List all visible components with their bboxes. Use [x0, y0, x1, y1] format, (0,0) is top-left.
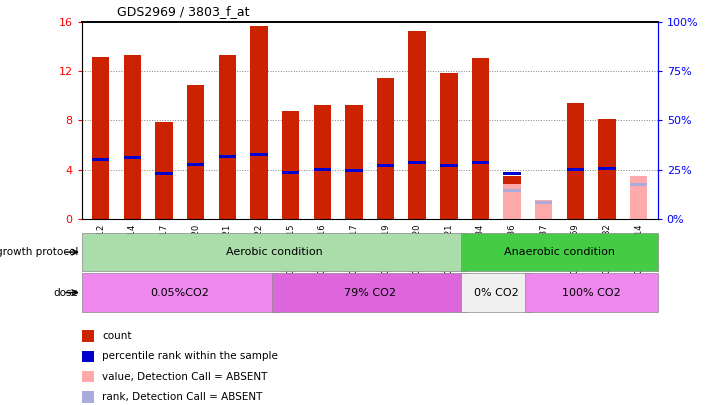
Bar	[82, 371, 95, 382]
Bar	[503, 189, 521, 192]
Text: Aerobic condition: Aerobic condition	[226, 247, 324, 257]
Bar	[503, 184, 521, 219]
Bar	[567, 168, 584, 171]
Bar	[503, 172, 521, 175]
Bar	[124, 156, 141, 159]
Bar	[461, 273, 531, 312]
Bar	[440, 164, 458, 167]
Text: rank, Detection Call = ABSENT: rank, Detection Call = ABSENT	[102, 392, 262, 402]
Bar	[250, 153, 267, 156]
Bar	[82, 391, 95, 403]
Bar	[599, 119, 616, 219]
Bar	[124, 55, 141, 219]
Bar	[250, 26, 267, 219]
Bar	[82, 330, 95, 342]
Bar	[346, 104, 363, 219]
Bar	[377, 77, 394, 219]
Bar	[82, 273, 278, 312]
Text: 79% CO2: 79% CO2	[343, 288, 396, 298]
Bar	[503, 176, 521, 219]
Text: 100% CO2: 100% CO2	[562, 288, 621, 298]
Bar	[525, 273, 658, 312]
Bar	[567, 103, 584, 219]
Text: 0.05%CO2: 0.05%CO2	[151, 288, 209, 298]
Bar	[187, 163, 204, 166]
Text: GDS2969 / 3803_f_at: GDS2969 / 3803_f_at	[117, 5, 250, 18]
Bar	[155, 122, 173, 219]
Bar	[630, 176, 648, 219]
Text: value, Detection Call = ABSENT: value, Detection Call = ABSENT	[102, 372, 267, 382]
Bar	[409, 161, 426, 164]
Bar	[314, 104, 331, 219]
Bar	[472, 161, 489, 164]
Bar	[218, 155, 236, 158]
Bar	[535, 201, 552, 204]
Text: dose: dose	[53, 288, 78, 298]
Bar	[272, 273, 468, 312]
Bar	[472, 58, 489, 219]
Text: growth protocol: growth protocol	[0, 247, 78, 257]
Text: percentile rank within the sample: percentile rank within the sample	[102, 352, 278, 361]
Bar	[409, 31, 426, 219]
Bar	[535, 200, 552, 219]
Text: count: count	[102, 331, 132, 341]
Bar	[314, 168, 331, 171]
Bar	[461, 233, 658, 271]
Bar	[282, 171, 299, 174]
Bar	[187, 85, 204, 219]
Bar	[282, 111, 299, 219]
Bar	[346, 169, 363, 173]
Bar	[440, 72, 458, 219]
Bar	[377, 164, 394, 167]
Text: Anaerobic condition: Anaerobic condition	[504, 247, 615, 257]
Bar	[155, 172, 173, 175]
Bar	[630, 183, 648, 186]
Bar	[92, 158, 109, 161]
Bar	[92, 57, 109, 219]
Bar	[82, 233, 468, 271]
Bar	[82, 351, 95, 362]
Text: 0% CO2: 0% CO2	[474, 288, 518, 298]
Bar	[599, 167, 616, 170]
Bar	[218, 55, 236, 219]
